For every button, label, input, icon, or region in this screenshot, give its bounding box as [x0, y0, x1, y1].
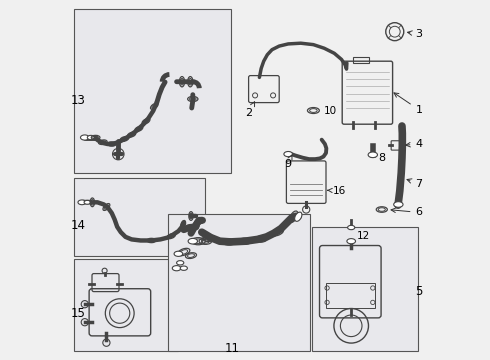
Ellipse shape	[393, 202, 403, 207]
Text: 15: 15	[71, 307, 86, 320]
Text: 8: 8	[378, 153, 385, 163]
Text: 10: 10	[324, 105, 337, 116]
Ellipse shape	[176, 261, 184, 265]
Bar	[74, 178, 205, 256]
Ellipse shape	[284, 152, 293, 157]
Ellipse shape	[84, 201, 91, 204]
Ellipse shape	[172, 266, 181, 271]
Text: 3: 3	[408, 29, 422, 39]
Bar	[74, 259, 178, 351]
Bar	[353, 57, 369, 63]
Text: 4: 4	[406, 139, 422, 149]
Text: 13: 13	[71, 94, 86, 107]
Text: 12: 12	[357, 231, 370, 241]
Ellipse shape	[174, 251, 183, 256]
Text: 14: 14	[71, 219, 86, 231]
Text: 6: 6	[391, 207, 422, 217]
Text: 2: 2	[245, 102, 255, 118]
Text: 7: 7	[407, 179, 422, 189]
Ellipse shape	[188, 238, 197, 244]
Ellipse shape	[347, 225, 355, 230]
Ellipse shape	[87, 135, 95, 140]
Bar	[326, 283, 374, 308]
Text: 9: 9	[284, 155, 292, 169]
Ellipse shape	[80, 135, 89, 140]
Text: 5: 5	[415, 285, 422, 298]
Bar	[168, 214, 310, 351]
Bar	[74, 9, 231, 173]
Ellipse shape	[294, 212, 302, 221]
Text: 11: 11	[224, 342, 239, 355]
Ellipse shape	[78, 200, 86, 205]
Ellipse shape	[347, 239, 356, 244]
Text: 16: 16	[327, 186, 346, 196]
Text: 1: 1	[394, 93, 422, 115]
Bar	[312, 227, 418, 351]
Ellipse shape	[180, 266, 187, 270]
Ellipse shape	[368, 152, 377, 158]
